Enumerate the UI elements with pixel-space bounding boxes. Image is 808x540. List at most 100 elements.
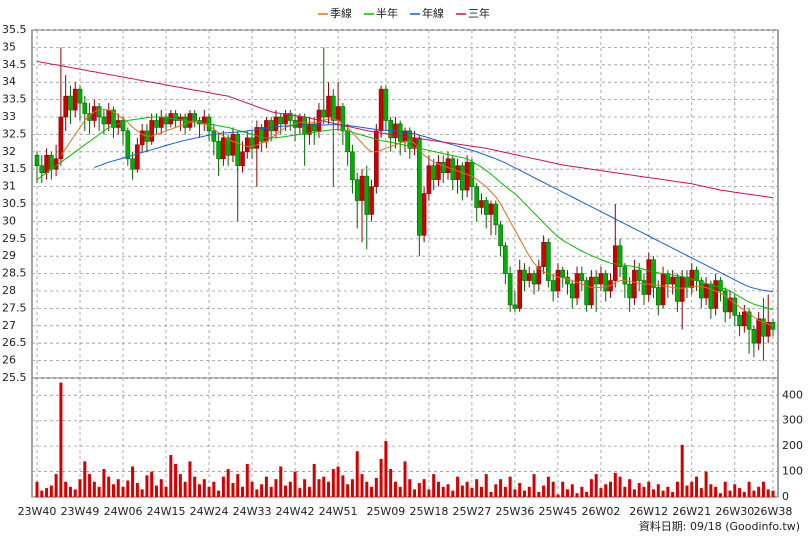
volume-bar [331,469,335,497]
volume-bar [771,490,775,497]
candle-body [302,116,307,135]
y-tick-label: 28.5 [2,267,27,280]
candle-body [359,175,365,201]
volume-bar [183,481,187,497]
volume-bar [236,474,240,497]
volume-bar [317,479,321,497]
volume-bar [97,486,101,497]
candle-body [77,88,83,104]
x-tick-label: 23W40 [18,505,57,518]
candle-body [641,280,647,295]
x-tick-label: 26W12 [629,505,668,518]
candle-body [287,113,293,121]
candle-body [440,161,446,173]
volume-bar [470,488,474,497]
volume-bar [637,483,641,497]
candle-body [455,165,460,180]
y-tick-label: 27.5 [2,301,27,314]
y-tick-label: 31.5 [2,162,27,175]
volume-bar [88,474,92,497]
volume-bar [174,463,178,497]
volume-bar [513,489,517,497]
volume-bar [604,484,608,497]
volume-bar [102,469,106,497]
candle-body [273,116,279,132]
volume-bar [269,486,273,497]
candle-body [92,106,97,121]
volume-bar [675,481,679,497]
volume-bar [293,471,297,497]
candle-body [460,165,465,191]
candle-body [713,280,718,309]
x-tick-label: 24W06 [104,505,143,518]
candle-body [259,127,264,142]
x-tick-label: 24W42 [276,505,315,518]
legend-label: 季線 [330,6,352,20]
volume-bar [284,485,288,497]
candle-body [493,203,499,226]
y-tick-label: 34 [2,75,16,88]
candle-body [675,276,680,302]
candle-body [498,224,503,247]
candle-body [445,158,451,173]
volume-bar [226,469,230,497]
candle-body [154,120,159,128]
volume-bar [68,486,72,497]
volume-bar [64,481,68,497]
candle-body [651,259,656,288]
x-tick-label: 24W51 [319,505,358,518]
candle-body [632,269,637,299]
candle-body [111,109,116,128]
volume-bar [135,483,139,497]
candle-body [612,245,618,281]
candle-body [163,116,169,125]
volume-bar [159,479,163,497]
volume-bar [499,479,503,497]
candle-body [383,88,389,121]
volume-bar [757,486,761,497]
volume-bar [274,479,278,497]
candle-body [732,297,738,316]
volume-bar [250,481,254,497]
volume-bar [145,475,149,497]
volume-tick-label: 0 [782,490,789,503]
volume-bar [733,484,737,497]
candle-body [139,130,145,146]
candle-body [531,273,537,285]
volume-bar [484,474,488,497]
volume-bar [556,494,560,497]
volume-bar [494,484,498,497]
volume-bar [709,484,713,497]
candle-body [340,106,346,132]
legend-label: 半年 [376,6,398,20]
candle-body [44,154,49,173]
volume-bar [594,474,598,497]
candle-body [53,158,59,170]
candle-body [49,154,54,170]
candle-body [72,88,78,111]
volume-bar [408,479,412,497]
candle-body [756,318,761,344]
x-tick-label: 26W02 [582,505,621,518]
candle-body [240,151,245,167]
volume-bar [613,472,617,497]
volume-bar [623,486,627,497]
candle-body [660,273,666,306]
volume-bar [503,486,507,497]
y-tick-label: 32.5 [2,127,27,140]
volume-bar [241,486,245,497]
candle-body [536,266,542,285]
volume-bar [417,483,421,497]
candle-body [235,134,241,167]
ma-line [94,124,774,293]
candle-body [378,88,384,132]
candle-body [646,259,652,295]
candle-body [727,297,733,313]
volume-bar [169,455,173,497]
volume-bar [714,486,718,497]
candle-body [96,106,102,118]
volume-bar [551,481,555,497]
volume-bar [766,489,770,497]
candle-body [268,120,274,132]
